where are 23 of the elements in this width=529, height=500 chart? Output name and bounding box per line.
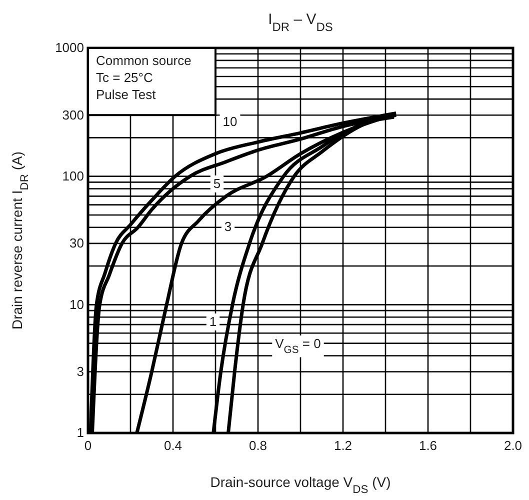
x-tick-label: 0 — [84, 438, 92, 454]
x-tick-label: 0.4 — [164, 438, 182, 454]
text: V$_{GS}$ = 0 — [275, 336, 321, 356]
annotation: Tc = 25°C — [96, 70, 153, 85]
annotation: Pulse Test — [96, 87, 156, 102]
y-tick-label: 300 — [62, 107, 84, 122]
chart-title: I$_{DR}$ – V$_{DS}$ — [268, 11, 333, 34]
y-tick-label: 10 — [70, 296, 84, 312]
series-label: 3 — [224, 219, 232, 234]
y-tick-label: 3 — [76, 364, 84, 379]
x-tick-label: 1.6 — [418, 438, 438, 454]
series-label: 10 — [222, 114, 238, 130]
y-tick-label: 100 — [62, 168, 84, 184]
y-tick-label: 1 — [76, 425, 84, 440]
y-tick-label: 30 — [70, 236, 84, 251]
x-tick-label: 1.2 — [334, 438, 352, 454]
x-tick-label: 0.8 — [248, 438, 268, 454]
series-label: 5 — [213, 176, 221, 192]
y-tick-label: 1000 — [55, 40, 84, 56]
annotation: Common source — [96, 53, 192, 68]
x-tick-label: 2.0 — [504, 438, 522, 454]
x-axis-title: Drain-source voltage V$_{DS}$ (V) — [210, 474, 391, 496]
series-label: 1 — [209, 314, 217, 330]
